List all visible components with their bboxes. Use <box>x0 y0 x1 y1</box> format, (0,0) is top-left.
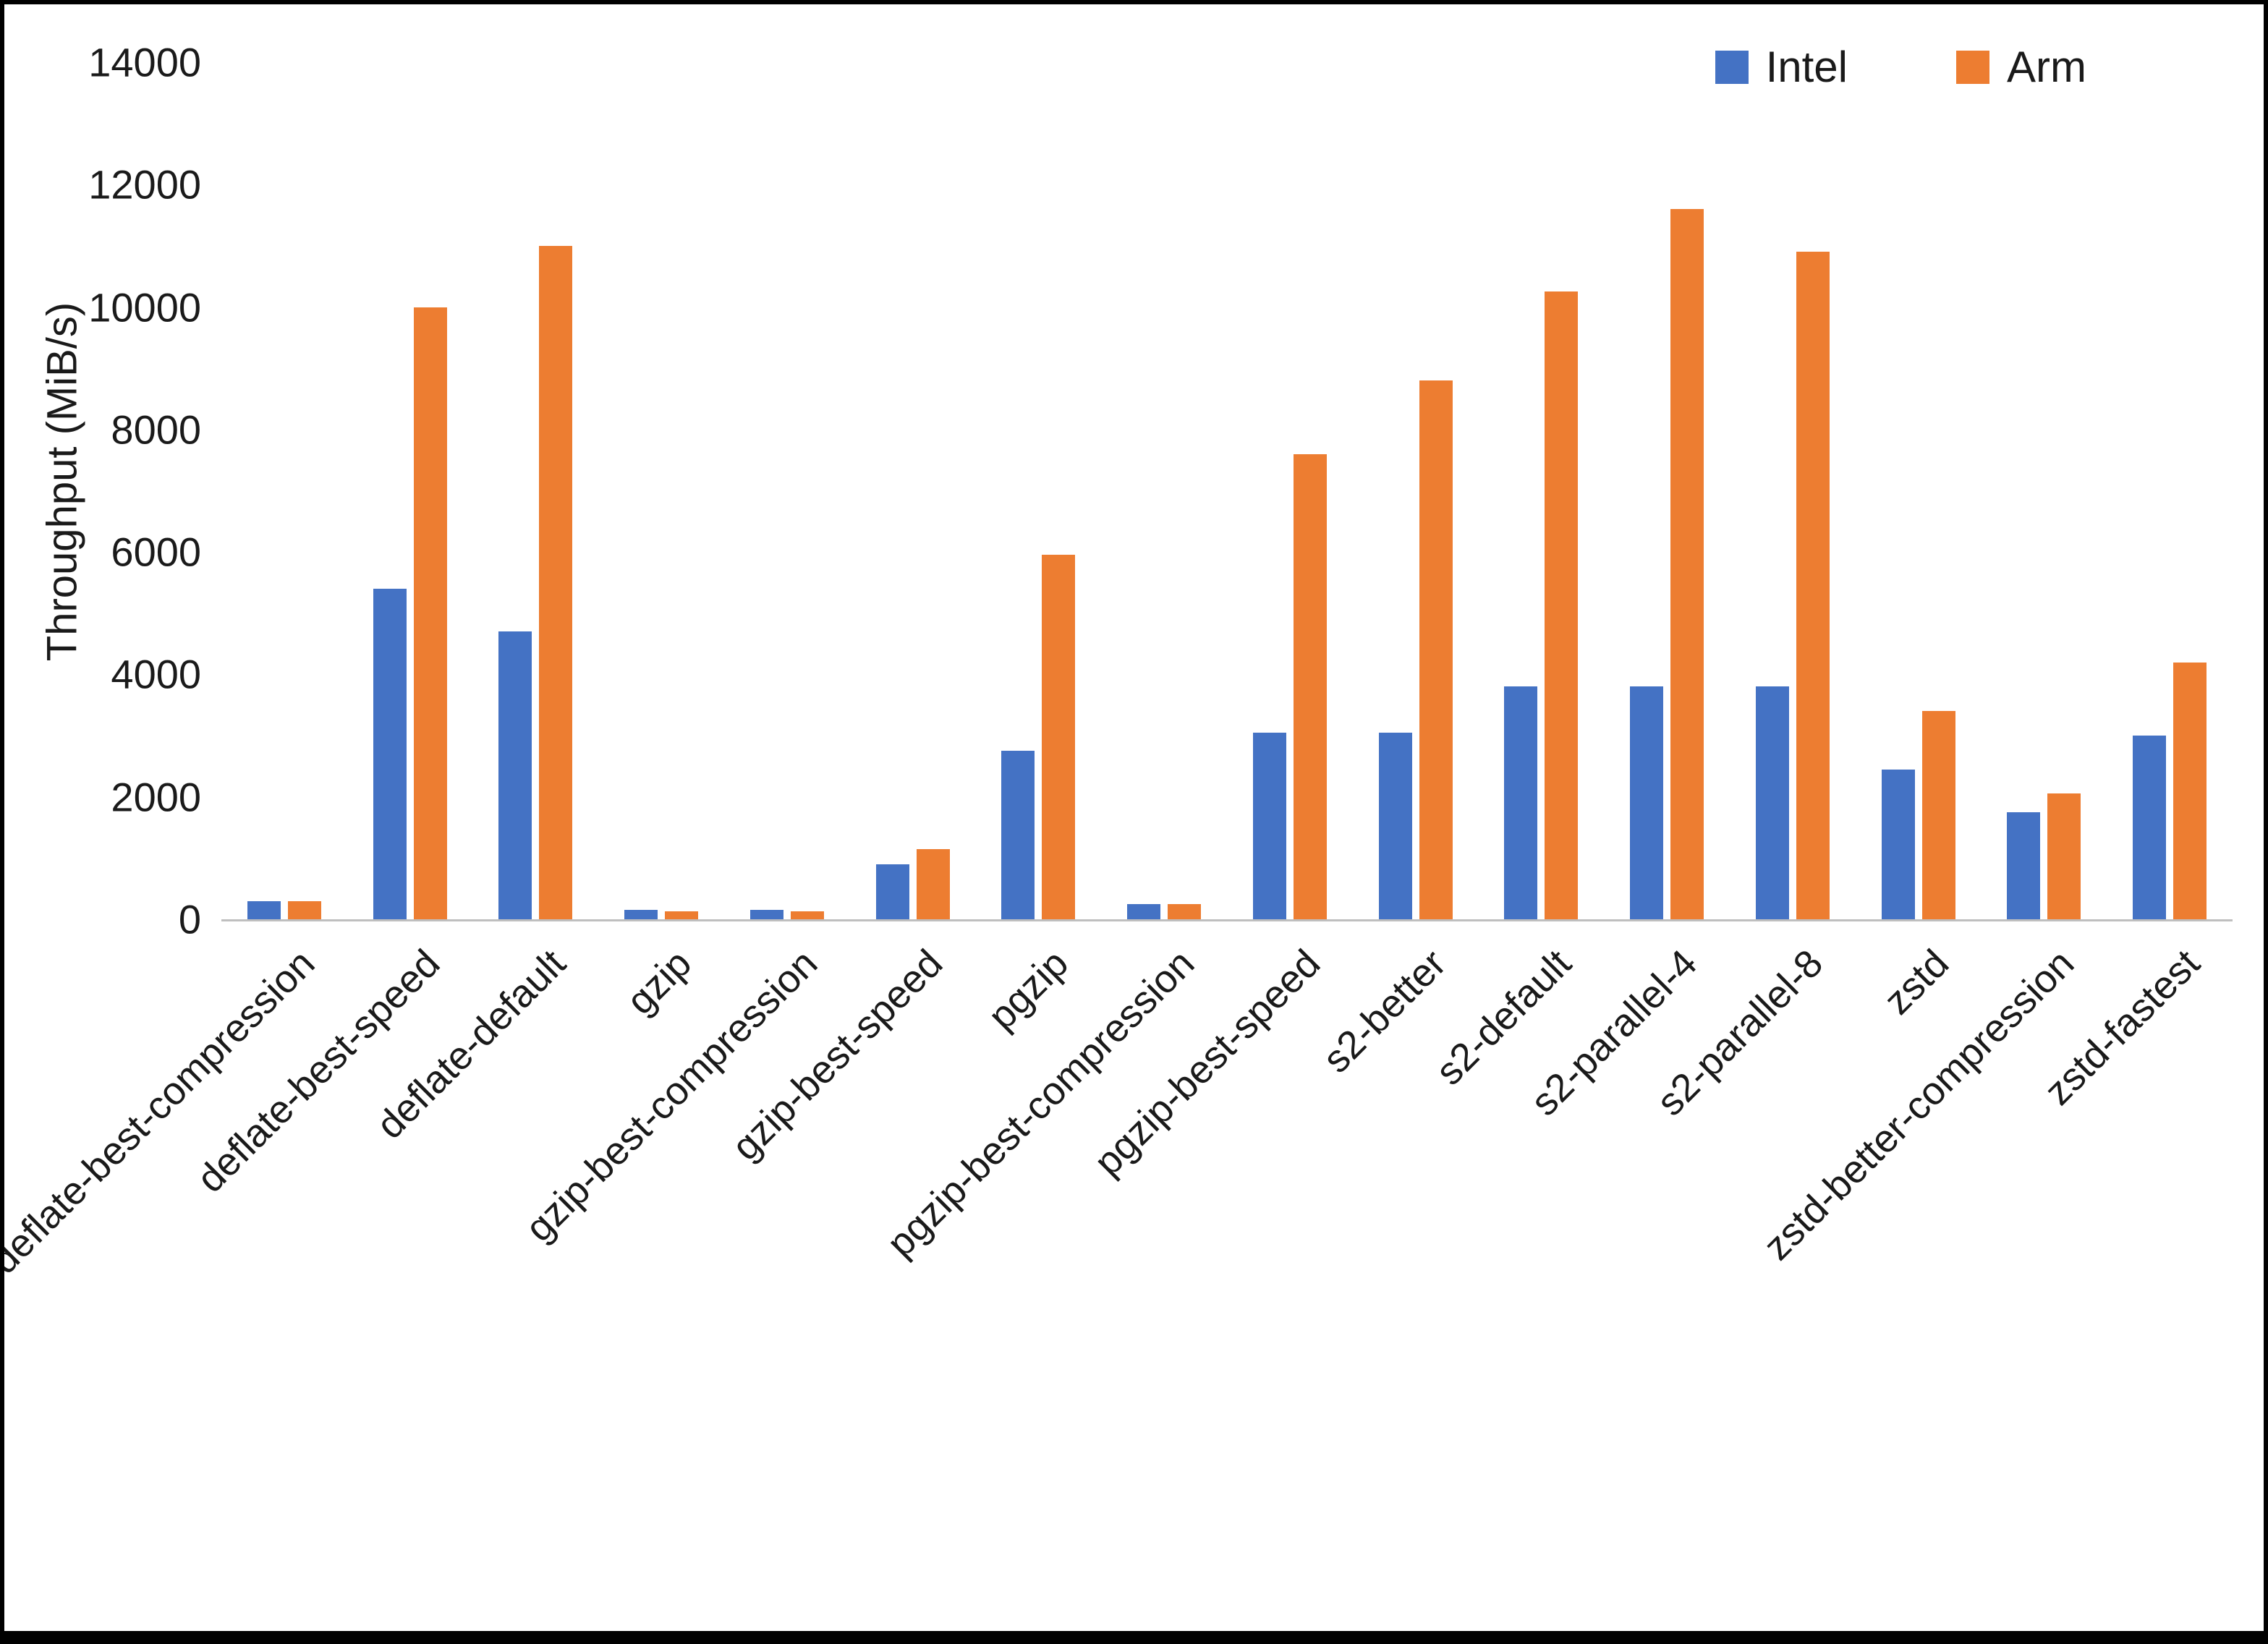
bar-arm-pgzip <box>1042 555 1076 919</box>
legend-item-intel: Intel <box>1715 42 1848 92</box>
bar-arm-s2-parallel-8 <box>1796 252 1830 919</box>
bar-arm-zstd-fastest <box>2173 662 2207 919</box>
bar-intel-deflate-best-compression <box>247 900 281 919</box>
x-axis-category-label: gzip <box>618 941 700 1023</box>
bar-arm-gzip-best-speed <box>916 848 950 919</box>
bar-intel-deflate-best-speed <box>373 588 407 919</box>
intel-series-swatch-icon <box>1715 50 1749 84</box>
bar-intel-pgzip <box>1001 751 1035 919</box>
bar-intel-zstd-fastest <box>2133 736 2167 919</box>
bar-arm-deflate-best-compression <box>287 900 321 919</box>
legend-label-arm: Arm <box>2007 43 2086 91</box>
bar-intel-gzip-best-speed <box>875 864 909 919</box>
x-axis-category-label: pgzip <box>980 941 1077 1039</box>
y-axis-tick-label: 12000 <box>88 161 201 208</box>
y-axis-tick-label: 4000 <box>111 651 201 697</box>
bar-arm-zstd-better-compression <box>2047 793 2081 919</box>
legend-label-intel: Intel <box>1765 43 1848 91</box>
bar-intel-s2-parallel-4 <box>1630 686 1664 919</box>
y-axis-title-text: Throughput (MiB/s) <box>38 302 86 662</box>
plot-area: 0 2000 4000 6000 8000 10000 12000 14000 deflate-… <box>4 40 2233 1282</box>
bar-intel-pgzip-best-compression <box>1127 903 1161 919</box>
x-axis-category-label: deflate-best-speed <box>189 941 449 1201</box>
y-axis-tick-label: 10000 <box>88 284 201 331</box>
bar-intel-zstd <box>1881 769 1915 919</box>
bar-intel-gzip-best-compression <box>749 910 783 919</box>
bar-arm-deflate-best-speed <box>413 307 447 919</box>
bar-arm-pgzip-best-compression <box>1168 903 1202 919</box>
y-axis-tick-label: 8000 <box>111 406 201 453</box>
bar-intel-s2-default <box>1504 686 1538 919</box>
legend: Intel Arm <box>1715 42 2086 92</box>
x-axis-category-label: gzip-best-speed <box>723 941 951 1169</box>
bar-intel-deflate-default <box>498 631 532 919</box>
bar-arm-s2-default <box>1545 291 1579 919</box>
bar-arm-gzip <box>665 911 699 919</box>
bar-arm-s2-better <box>1419 380 1453 919</box>
y-axis-tick-label: 6000 <box>111 529 201 575</box>
bar-intel-s2-parallel-8 <box>1755 686 1789 919</box>
y-axis-tick-label: 0 <box>178 896 201 942</box>
bar-arm-pgzip-best-speed <box>1293 453 1327 919</box>
bar-arm-gzip-best-compression <box>790 911 824 919</box>
bar-arm-s2-parallel-4 <box>1670 209 1704 919</box>
legend-item-arm: Arm <box>1956 42 2086 92</box>
bar-arm-deflate-default <box>539 245 573 919</box>
x-axis-category-label: pgzip-best-speed <box>1085 941 1329 1185</box>
arm-series-swatch-icon <box>1956 50 1990 84</box>
bar-intel-s2-better <box>1378 732 1412 919</box>
bar-intel-pgzip-best-speed <box>1252 732 1286 919</box>
bar-intel-zstd-better-compression <box>2007 812 2041 919</box>
y-axis-tick-label: 2000 <box>111 774 201 820</box>
bar-arm-zstd <box>1921 711 1955 919</box>
bar-intel-gzip <box>624 910 658 919</box>
x-axis-category-label: zstd <box>1875 941 1957 1023</box>
y-axis-tick-label: 14000 <box>88 39 201 85</box>
